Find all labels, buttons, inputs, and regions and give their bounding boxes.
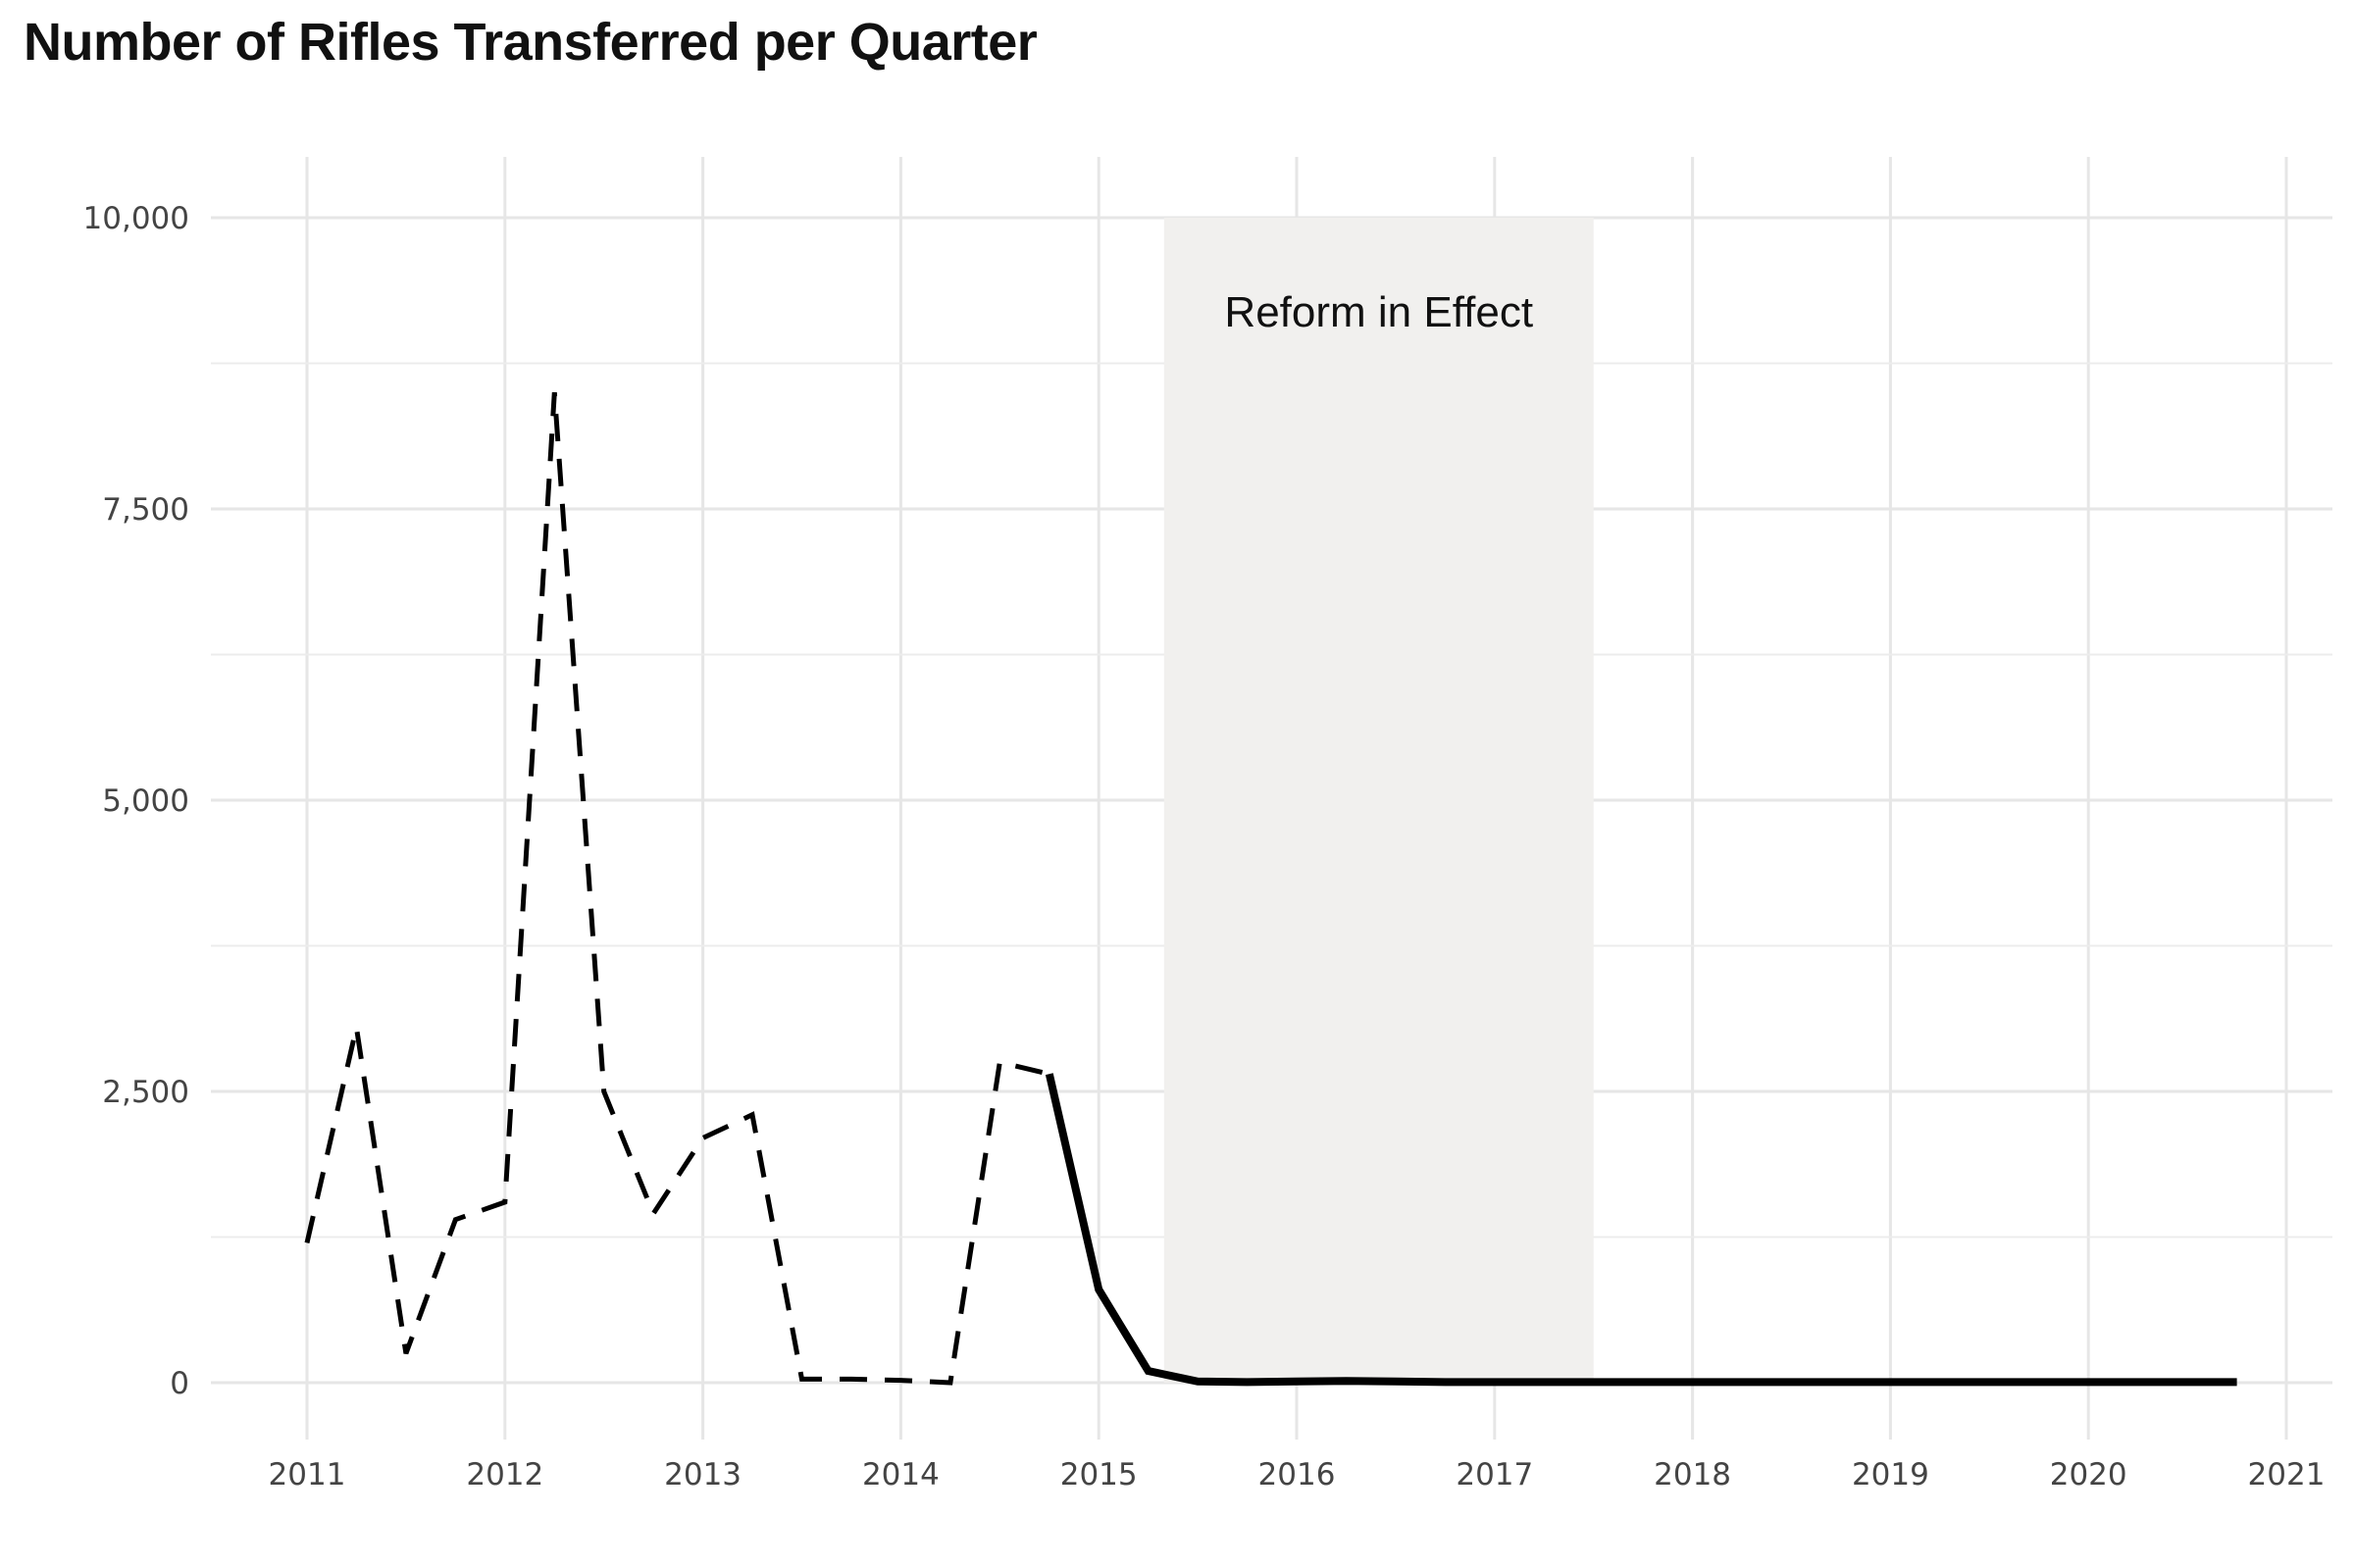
y-tick-label: 0 [170,1366,189,1401]
dashed-series-line [304,392,1050,1386]
reform-annotation: Reform in Effect [1224,288,1533,336]
x-tick-label: 2011 [269,1457,346,1492]
x-tick-label: 2012 [466,1457,543,1492]
x-tick-label: 2016 [1258,1457,1336,1492]
y-tick-label: 10,000 [83,201,189,236]
x-tick-label: 2017 [1456,1457,1533,1492]
series-lines [304,392,2237,1387]
y-tick-label: 7,500 [102,492,189,528]
x-tick-label: 2019 [1852,1457,1929,1492]
x-tick-label: 2020 [2050,1457,2127,1492]
x-tick-label: 2021 [2248,1457,2326,1492]
chart-title: Number of Rifles Transferred per Quarter [24,13,1038,72]
y-tick-label: 2,500 [102,1075,189,1110]
solid-series-line [1045,1073,2237,1387]
x-tick-label: 2013 [664,1457,742,1492]
shaded-region: Reform in Effect [1163,218,1594,1383]
x-tick-label: 2015 [1060,1457,1138,1492]
x-tick-label: 2014 [862,1457,940,1492]
x-tick-label: 2018 [1654,1457,1731,1492]
tick-labels: 0 2,500 5,000 7,500 10,000 2011 2012 2013 2014 20… [83,201,2326,1492]
y-tick-label: 5,000 [102,784,189,819]
reform-shaded-region [1163,218,1594,1383]
